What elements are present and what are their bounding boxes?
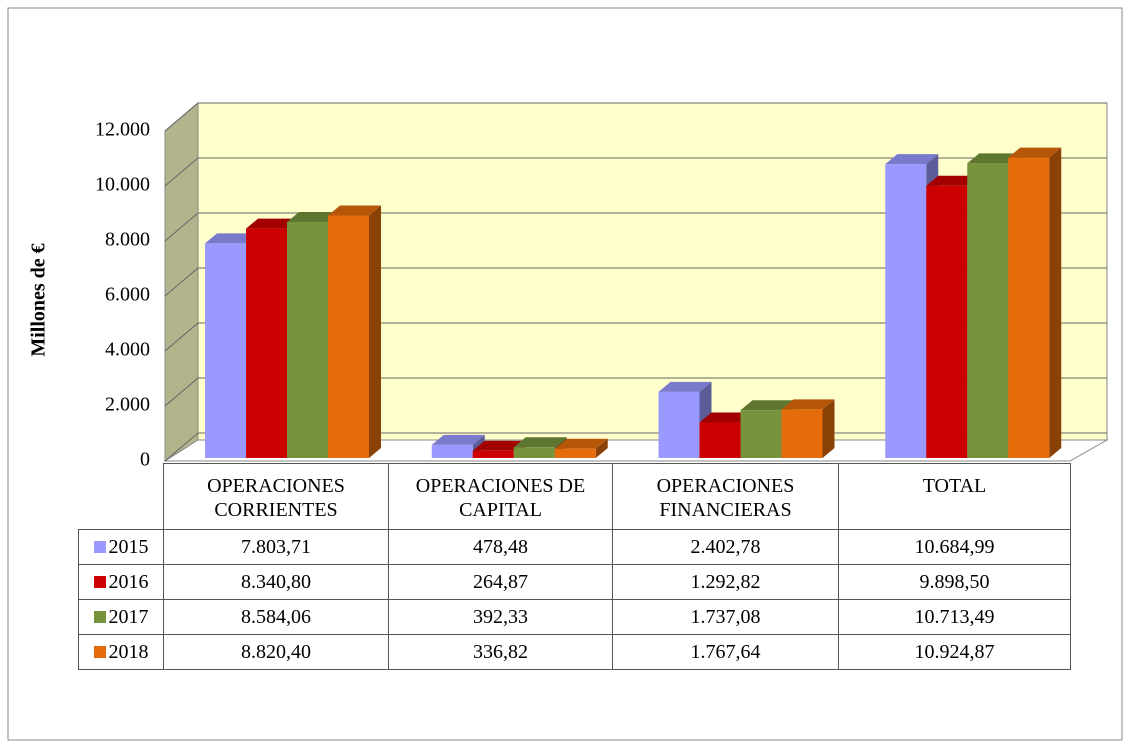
value-cell: 2.402,78 <box>612 529 839 565</box>
value-cell: 10.684,99 <box>838 529 1071 565</box>
grid-line-side <box>164 157 199 187</box>
bar-front <box>967 163 1009 458</box>
value-cell: 392,33 <box>388 599 613 635</box>
value-cell: 8.340,80 <box>163 564 389 600</box>
bar-top <box>472 440 526 451</box>
value-cell: 478,48 <box>388 529 613 565</box>
bar-front <box>513 447 555 458</box>
bar-top <box>658 381 712 392</box>
value-cell: 1.292,82 <box>612 564 839 600</box>
bar-side <box>822 399 835 458</box>
bar-front <box>431 444 473 458</box>
bar-top <box>699 412 753 423</box>
category-label: OPERACIONES FINANCIERAS <box>612 463 839 530</box>
bar-front <box>287 221 328 458</box>
legend-swatch <box>93 541 106 553</box>
bar-top <box>513 437 567 448</box>
y-tick-label: 0 <box>140 449 150 471</box>
legend-label: 2016 <box>108 571 149 593</box>
bar <box>554 438 608 458</box>
data-table: OPERACIONES CORRIENTES OPERACIONES DE CAP… <box>78 463 1071 670</box>
bar-front <box>328 215 369 458</box>
bar-side <box>369 205 381 458</box>
value-cell: 10.924,87 <box>838 634 1071 670</box>
y-tick-label: 12.000 <box>95 119 150 141</box>
bar <box>1008 147 1062 458</box>
legend-label: 2017 <box>108 606 149 628</box>
value-cell: 10.713,49 <box>838 599 1071 635</box>
bar-top <box>554 438 608 449</box>
table-corner <box>78 463 164 530</box>
bar-top <box>431 434 485 445</box>
category-label: TOTAL <box>838 463 1071 530</box>
value-cell: 1.767,64 <box>612 634 839 670</box>
bar-top <box>967 153 1021 164</box>
grid-line-side <box>164 102 199 132</box>
bar-top <box>1008 147 1062 158</box>
value-cell: 8.584,06 <box>163 599 389 635</box>
bar-front <box>658 391 700 458</box>
bar-side <box>595 438 608 458</box>
frame <box>7 7 1123 741</box>
category-label: OPERACIONES CORRIENTES <box>163 463 389 530</box>
bar-top <box>740 400 794 411</box>
legend-label: 2018 <box>108 641 149 663</box>
bar-top <box>205 233 258 244</box>
value-cell: 9.898,50 <box>838 564 1071 600</box>
bar-front <box>246 228 287 458</box>
bar-front <box>205 243 246 458</box>
legend-swatch <box>93 611 106 623</box>
grid-line-side <box>164 432 199 462</box>
y-axis-label: Millones de € <box>28 243 50 356</box>
value-cell: 8.820,40 <box>163 634 389 670</box>
legend-entry: 2018 <box>78 634 164 670</box>
bar <box>781 399 835 458</box>
bar-top <box>287 211 340 222</box>
bar <box>328 205 381 458</box>
y-tick-label: 8.000 <box>105 229 150 251</box>
category-label: OPERACIONES DE CAPITAL <box>388 463 613 530</box>
value-cell: 1.737,08 <box>612 599 839 635</box>
legend-entry: 2017 <box>78 599 164 635</box>
legend-swatch <box>93 646 106 658</box>
bar-front <box>781 409 823 458</box>
value-cell: 264,87 <box>388 564 613 600</box>
y-tick-label: 6.000 <box>105 284 150 306</box>
bar-top <box>328 205 381 216</box>
grid-line-side <box>164 322 199 352</box>
legend-entry: 2016 <box>78 564 164 600</box>
floor <box>163 439 1109 462</box>
bar-top <box>885 154 939 165</box>
bar-front <box>554 448 596 458</box>
bar-front <box>885 164 927 458</box>
grid-line-side <box>164 377 199 407</box>
value-cell: 336,82 <box>388 634 613 670</box>
bar-top <box>781 399 835 410</box>
bar-front <box>699 422 741 458</box>
legend-swatch <box>93 576 106 588</box>
bar-front <box>740 410 782 458</box>
grid-line-side <box>164 267 199 297</box>
bar-top <box>926 175 980 186</box>
y-tick-label: 4.000 <box>105 339 150 361</box>
bar-front <box>926 185 968 458</box>
legend-label: 2015 <box>108 536 149 558</box>
y-tick-label: 2.000 <box>105 394 150 416</box>
grid-line-side <box>164 212 199 242</box>
bar-top <box>246 218 299 229</box>
bar-front <box>472 450 514 458</box>
legend-entry: 2015 <box>78 529 164 565</box>
bar-side <box>1049 147 1062 458</box>
bar-front <box>1008 157 1050 458</box>
value-cell: 7.803,71 <box>163 529 389 565</box>
y-tick-label: 10.000 <box>95 174 150 196</box>
